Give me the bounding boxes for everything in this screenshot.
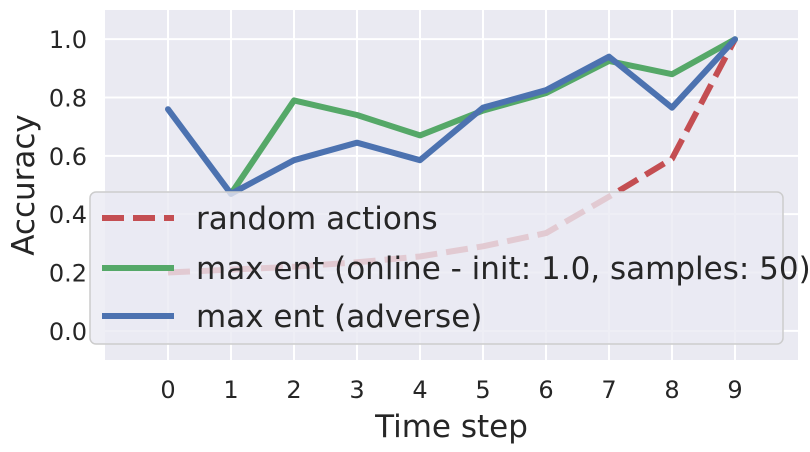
x-tick-label: 3	[349, 376, 364, 404]
x-tick-label: 8	[664, 376, 679, 404]
x-tick-label: 1	[223, 376, 238, 404]
series-line-2	[165, 36, 738, 197]
y-tick-label: 0.4	[49, 201, 87, 229]
x-tick-label: 6	[538, 376, 553, 404]
x-tick-label: 5	[475, 376, 490, 404]
legend-label-1: max ent (online - init: 1.0, samples: 50…	[196, 251, 810, 287]
legend-label-2: max ent (adverse)	[196, 299, 482, 335]
y-axis-label: Accuracy	[6, 114, 42, 256]
y-tick-label: 1.0	[49, 26, 87, 54]
y-tick-label: 0.8	[49, 85, 87, 113]
x-tick-label: 2	[286, 376, 301, 404]
y-tick-label: 0.6	[49, 143, 87, 171]
x-tick-label: 9	[727, 376, 742, 404]
legend-box	[89, 191, 784, 345]
legend-label-0: random actions	[196, 201, 438, 237]
x-tick-label: 7	[601, 376, 616, 404]
y-axis-ticks: 0.0 0.2 0.4 0.6 0.8 1.0	[49, 26, 87, 346]
y-tick-label: 0.2	[49, 260, 87, 288]
x-tick-label: 4	[412, 376, 427, 404]
x-axis-label: Time step	[374, 409, 528, 445]
x-axis-ticks: 0 1 2 3 4 5 6 7 8 9	[160, 376, 742, 404]
legend: random actions max ent (online - init: 1.…	[89, 191, 810, 345]
y-tick-label: 0.0	[49, 318, 87, 346]
x-tick-label: 0	[160, 376, 175, 404]
